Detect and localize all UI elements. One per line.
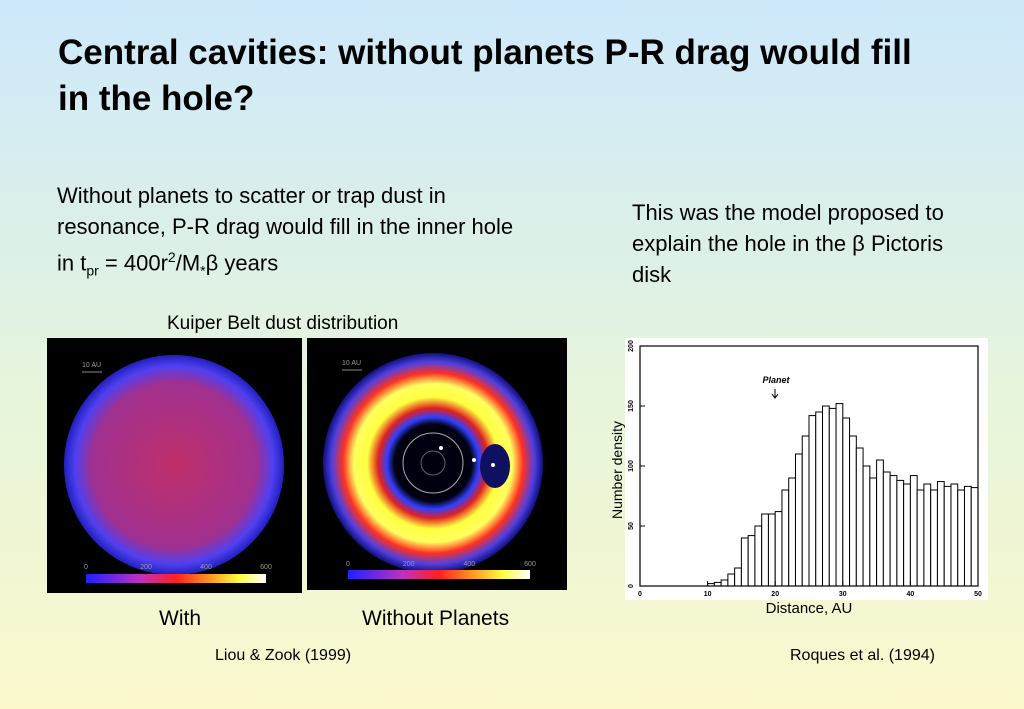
source: Liou & Zook (1999)	[215, 647, 352, 664]
colorbar-tick-label: 400	[463, 561, 475, 568]
x-axis-label: Distance, AU	[766, 600, 853, 617]
image-without-planets	[307, 338, 567, 590]
y-tick-label: 50	[628, 522, 635, 530]
bar	[876, 459, 884, 587]
bar	[815, 411, 824, 587]
bar	[950, 483, 959, 587]
colorbar-tick-label: 0	[346, 561, 350, 568]
bar	[761, 513, 769, 587]
bar	[889, 475, 898, 587]
slide-title: Central cavities: without planets P-R dr…	[58, 33, 912, 118]
images-caption: Kuiper Belt dust distribution	[167, 313, 399, 334]
bar	[957, 489, 965, 587]
text: = 400r	[98, 250, 168, 276]
annotation: Planet	[762, 375, 790, 385]
x-tick-label: 50	[974, 591, 982, 598]
annotation-arrow-head	[771, 393, 779, 399]
bar	[943, 485, 952, 587]
bar	[869, 477, 878, 587]
histogram: 0 10 20 30 40 50 0 50 100 150 200 Number density Dis…	[609, 340, 982, 617]
x-tick-label: 20	[771, 591, 779, 598]
bar	[842, 417, 851, 587]
colorbar-tick-label: 600	[524, 561, 536, 568]
bar	[801, 435, 810, 587]
bar	[788, 477, 796, 587]
bar	[774, 511, 783, 587]
image-label: With	[159, 607, 201, 630]
bar	[963, 485, 972, 587]
image-with	[47, 338, 302, 593]
bar	[747, 535, 756, 587]
x-tick-label: 0	[638, 591, 642, 598]
colorbar-tick-label: 400	[200, 564, 212, 571]
bar	[835, 403, 844, 587]
bar	[916, 489, 925, 587]
bar	[754, 525, 763, 587]
bar	[862, 465, 871, 587]
image-label: Without Planets	[362, 607, 510, 630]
bar	[727, 573, 736, 587]
text: β	[205, 250, 219, 276]
bar	[808, 415, 817, 587]
y-tick-label: 100	[628, 460, 635, 472]
y-tick-label: 200	[628, 340, 635, 352]
bar	[734, 567, 742, 587]
text: Pictoris disk	[632, 231, 944, 287]
body-right: This was the model proposed to explain t…	[632, 197, 952, 290]
bar	[828, 407, 837, 587]
x-tick-label: 10	[704, 591, 712, 598]
source: Roques et al. (1994)	[790, 647, 935, 664]
bar	[720, 579, 729, 587]
colorbar-tick-label: 0	[84, 564, 88, 571]
bar	[822, 405, 830, 587]
text: /M	[175, 250, 201, 276]
text: Without planets to scatter or trap dust …	[57, 183, 514, 276]
y-axis-label: Number density	[609, 421, 625, 519]
bar	[930, 489, 938, 587]
text: β	[852, 231, 865, 256]
bar	[909, 475, 918, 587]
body-left: Without planets to scatter or trap dust …	[57, 180, 527, 287]
bar	[794, 453, 803, 587]
text: This was the model proposed to explain t…	[632, 200, 944, 256]
colorbar-tick-label: 600	[260, 564, 272, 571]
bar	[903, 483, 911, 587]
text: pr	[86, 262, 99, 279]
y-tick-label: 0	[628, 584, 635, 588]
bar	[767, 513, 776, 587]
x-tick-label: 40	[907, 591, 915, 598]
text: 2	[167, 249, 176, 265]
bar	[896, 479, 905, 587]
bar	[970, 487, 979, 587]
text: *	[200, 262, 206, 279]
bar	[740, 537, 749, 587]
bar	[923, 483, 932, 587]
x-tick-label: 30	[839, 591, 847, 598]
scale-label: 10 AU	[82, 362, 101, 369]
bar	[936, 481, 945, 587]
colorbar-tick-label: 200	[403, 561, 415, 568]
bar	[855, 447, 864, 587]
bar	[849, 435, 857, 587]
text: years	[218, 250, 279, 276]
bar	[781, 489, 790, 587]
y-tick-label: 150	[628, 400, 635, 412]
scale-label: 10 AU	[342, 360, 361, 367]
colorbar-tick-label: 200	[140, 564, 152, 571]
bar	[882, 471, 891, 587]
